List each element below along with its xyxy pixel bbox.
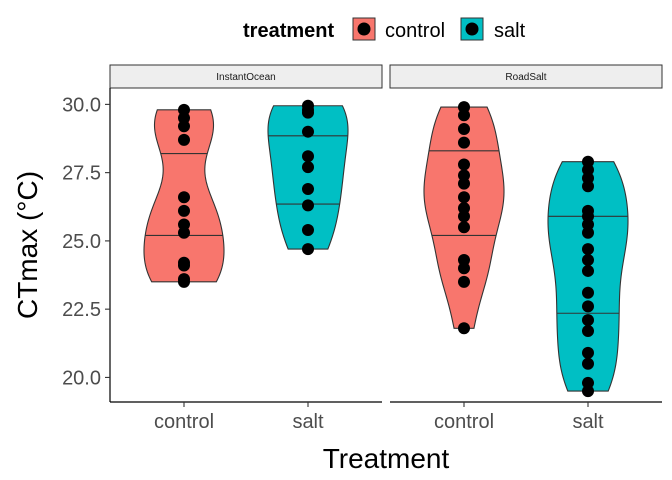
data-point-roadsalt-control-10 (458, 158, 470, 171)
x-tick-label: control (434, 411, 494, 433)
data-point-roadsalt-control-0 (458, 322, 470, 335)
x-tick-label: control (154, 411, 214, 433)
data-point-roadsalt-control-11 (458, 136, 470, 149)
data-point-instantocean-control-11 (178, 103, 190, 116)
data-point-instantocean-control-5 (178, 218, 190, 231)
data-point-roadsalt-control-12 (458, 122, 470, 135)
data-point-instantocean-salt-3 (302, 183, 314, 196)
data-point-instantocean-control-3 (178, 256, 190, 269)
data-point-instantocean-salt-6 (302, 125, 314, 138)
data-point-roadsalt-control-7 (458, 191, 470, 204)
y-tick-label: 25.0 (62, 231, 101, 253)
data-point-instantocean-salt-1 (302, 223, 314, 236)
y-tick-label: 20.0 (62, 367, 101, 389)
data-point-roadsalt-control-9 (458, 169, 470, 182)
facet-label-roadsalt: RoadSalt (505, 72, 546, 83)
x-tick-label: salt (292, 411, 324, 433)
data-point-roadsalt-salt-15 (582, 180, 594, 193)
legend-key-control-dot (357, 22, 371, 36)
data-point-instantocean-salt-4 (302, 161, 314, 174)
data-point-instantocean-salt-9 (302, 99, 314, 112)
y-axis-title: CTmax (°C) (12, 171, 43, 319)
data-point-instantocean-control-1 (178, 273, 190, 286)
legend-label-control: control (385, 20, 445, 42)
facet-strip-instantocean (109, 64, 383, 89)
data-point-instantocean-control-9 (178, 120, 190, 133)
data-point-roadsalt-control-3 (458, 254, 470, 267)
data-point-roadsalt-salt-6 (582, 300, 594, 313)
data-point-roadsalt-salt-7 (582, 286, 594, 299)
data-point-instantocean-salt-0 (302, 243, 314, 256)
y-axis: 20.0 22.5 25.0 27.5 30.0 (62, 88, 111, 402)
data-point-roadsalt-salt-5 (582, 314, 594, 327)
data-point-roadsalt-salt-4 (582, 325, 594, 338)
data-point-roadsalt-control-14 (458, 101, 470, 114)
data-point-roadsalt-salt-14 (582, 204, 594, 217)
violin-instantocean-salt (267, 105, 349, 250)
legend-title: treatment (243, 20, 334, 42)
x-tick-label: salt (572, 411, 604, 433)
data-point-roadsalt-salt-1 (582, 376, 594, 389)
data-point-roadsalt-control-4 (458, 221, 470, 234)
data-point-roadsalt-salt-18 (582, 155, 594, 168)
data-point-roadsalt-salt-10 (582, 243, 594, 256)
data-point-roadsalt-control-6 (458, 202, 470, 215)
legend: treatment control salt (243, 17, 526, 42)
panel-instantocean (143, 99, 349, 288)
y-tick-label: 30.0 (62, 94, 101, 116)
data-point-roadsalt-salt-9 (582, 254, 594, 267)
data-point-instantocean-control-7 (178, 191, 190, 204)
data-point-roadsalt-control-8 (458, 177, 470, 190)
facet-strip-roadsalt (389, 64, 663, 89)
data-point-instantocean-salt-5 (302, 150, 314, 163)
x-axis-title: Treatment (323, 443, 450, 474)
data-point-instantocean-control-8 (178, 133, 190, 146)
legend-label-salt: salt (494, 20, 526, 42)
data-point-instantocean-control-6 (178, 204, 190, 217)
y-tick-label: 27.5 (62, 163, 101, 185)
data-point-roadsalt-salt-2 (582, 357, 594, 370)
legend-key-salt-dot (465, 22, 479, 36)
y-tick-label: 22.5 (62, 299, 101, 321)
data-point-roadsalt-salt-3 (582, 346, 594, 359)
panel-roadsalt (423, 101, 629, 398)
facet-label-instantocean: InstantOcean (216, 72, 275, 83)
x-axis: control salt control salt (110, 401, 662, 433)
data-point-roadsalt-control-1 (458, 275, 470, 288)
data-point-roadsalt-salt-8 (582, 264, 594, 277)
data-point-instantocean-salt-2 (302, 199, 314, 212)
